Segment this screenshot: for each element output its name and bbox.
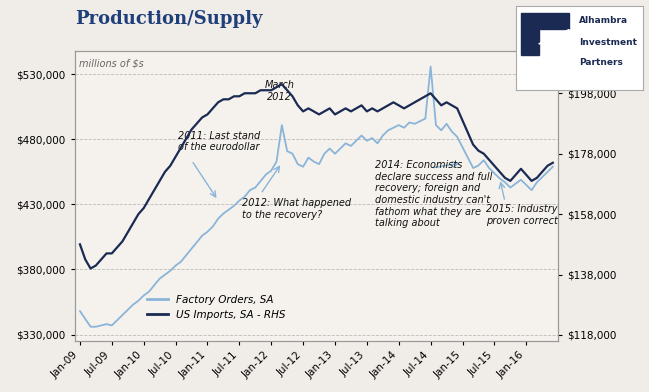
Text: millions of $s: millions of $s — [79, 58, 144, 68]
Text: March
2012: March 2012 — [264, 80, 294, 102]
Text: Alhambra: Alhambra — [580, 16, 628, 25]
Polygon shape — [521, 13, 569, 55]
Legend: Factory Orders, SA, US Imports, SA - RHS: Factory Orders, SA, US Imports, SA - RHS — [143, 291, 289, 324]
Text: 2014: Economists
declare success and full
recovery; foreign and
domestic industr: 2014: Economists declare success and ful… — [375, 160, 492, 228]
Text: 2011: Last stand
of the eurodollar: 2011: Last stand of the eurodollar — [178, 131, 260, 152]
Text: Production/Supply: Production/Supply — [75, 10, 262, 28]
Text: 2012: What happened
to the recovery?: 2012: What happened to the recovery? — [242, 198, 351, 220]
Polygon shape — [539, 29, 569, 44]
Text: Partners: Partners — [580, 58, 623, 67]
Text: Investment: Investment — [580, 38, 637, 47]
Text: 2015: Industry
proven correct: 2015: Industry proven correct — [486, 205, 558, 226]
